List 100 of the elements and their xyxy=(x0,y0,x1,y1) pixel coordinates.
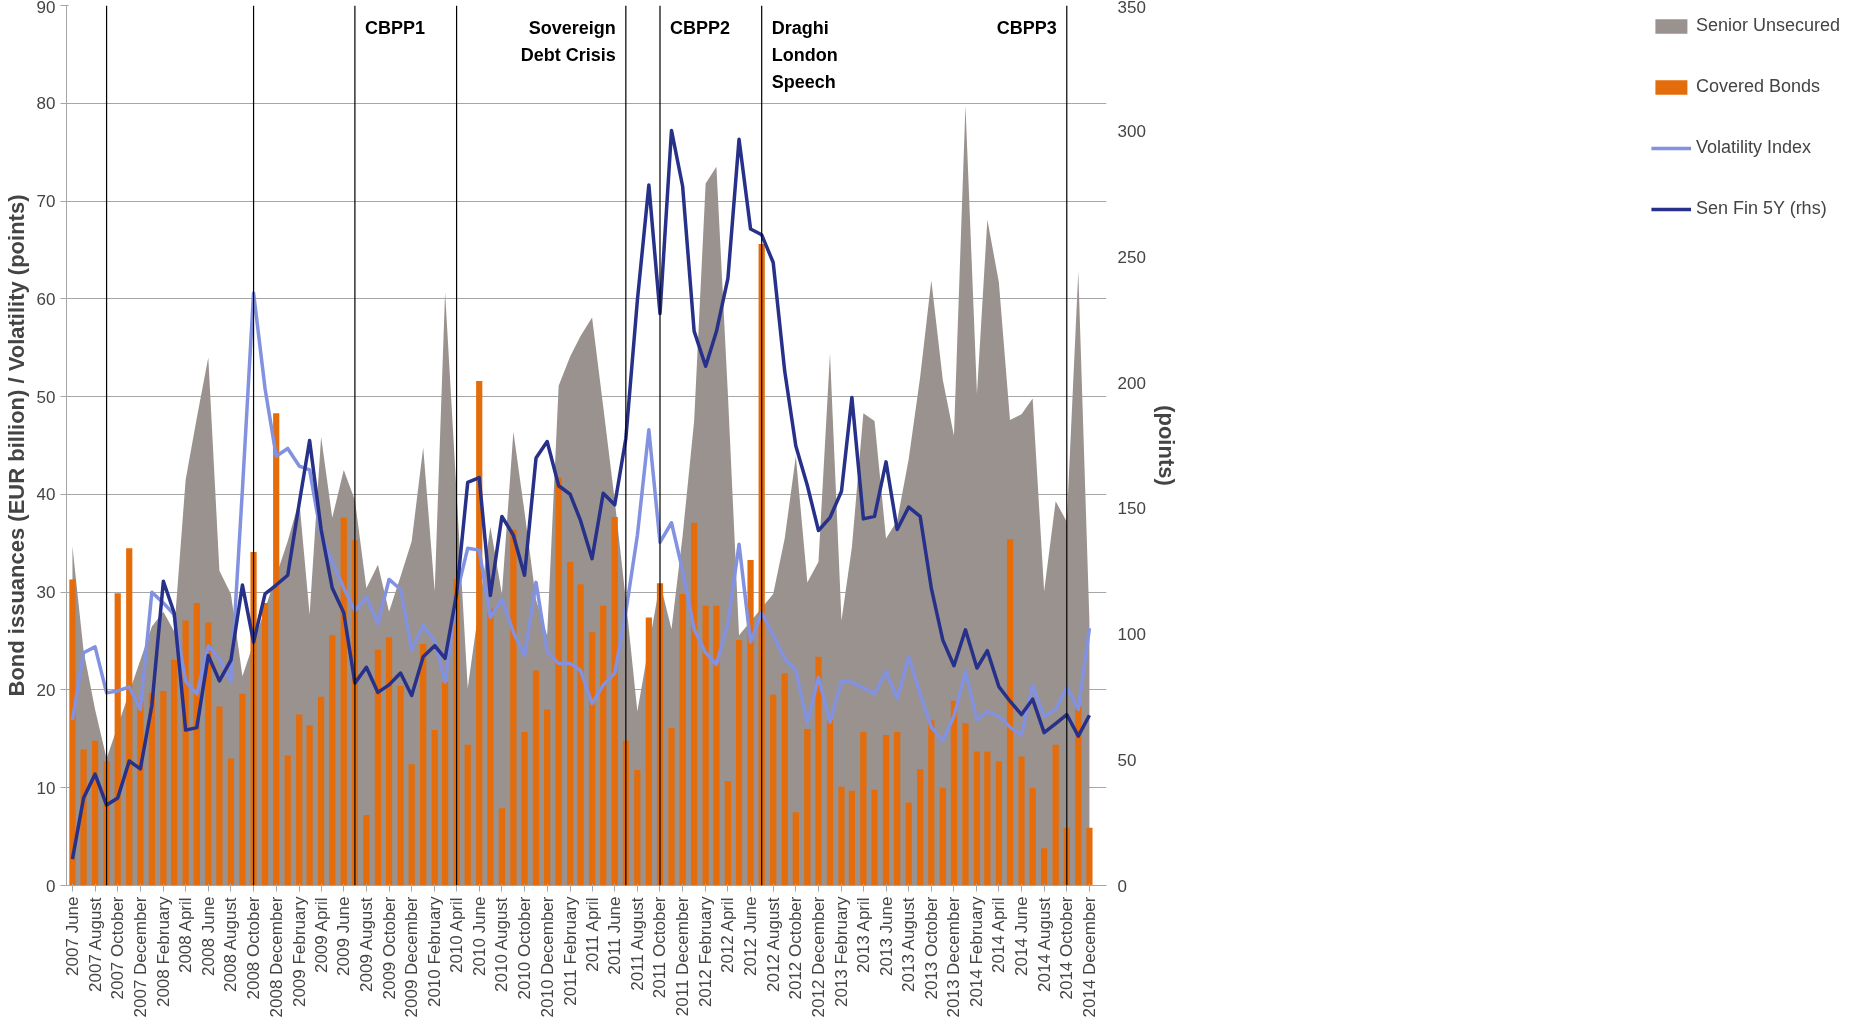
bar xyxy=(329,635,336,886)
bar xyxy=(962,723,969,886)
bar xyxy=(577,584,584,886)
bar xyxy=(532,670,540,886)
bar xyxy=(917,769,924,886)
bar xyxy=(340,517,347,886)
y-tick-label: 20 xyxy=(36,680,56,700)
x-tick-label: 2010 December xyxy=(537,896,557,1018)
bar xyxy=(239,693,246,886)
bar xyxy=(464,744,471,886)
y-tick-label: 60 xyxy=(36,289,56,309)
x-tick-label: 2014 February xyxy=(967,896,987,1008)
ref-line-label: CBPP2 xyxy=(669,17,731,38)
y2-tick-label: 100 xyxy=(1117,625,1146,645)
x-tick-label: 2013 December xyxy=(944,896,964,1018)
x-tick-label: 2014 August xyxy=(1034,897,1054,992)
y-tick-label: 90 xyxy=(36,0,56,17)
x-tick-label: 2013 August xyxy=(899,897,919,992)
x-tick-label: 2012 December xyxy=(808,896,828,1018)
bar xyxy=(691,522,698,886)
legend-label: Senior Unsecured xyxy=(1695,15,1840,36)
y-tick-label: 50 xyxy=(36,387,56,407)
x-tick-label: 2007 October xyxy=(108,896,128,1000)
bar xyxy=(781,673,788,886)
bar xyxy=(634,770,641,886)
y-tick-label: 70 xyxy=(36,192,56,212)
bar xyxy=(1006,539,1014,886)
x-tick-label: 2009 February xyxy=(289,896,309,1008)
x-tick-label: 2009 December xyxy=(402,896,422,1018)
bar xyxy=(1086,827,1093,886)
bar xyxy=(1018,756,1025,886)
x-tick-label: 2007 June xyxy=(62,896,82,976)
bar xyxy=(984,751,991,886)
bar xyxy=(441,682,449,886)
y-tick-label: 40 xyxy=(36,485,56,505)
bar xyxy=(1029,787,1036,886)
x-tick-label: 2010 October xyxy=(515,896,535,1000)
x-tick-label: 2007 December xyxy=(130,896,150,1018)
bar xyxy=(1052,744,1059,886)
x-tick-label: 2010 June xyxy=(469,896,489,976)
bar xyxy=(939,787,946,886)
x-tick-label: 2011 December xyxy=(673,896,693,1017)
x-tick-label: 2008 February xyxy=(153,896,173,1008)
ref-line-label: CBPP3 xyxy=(996,17,1057,38)
x-tick-label: 2008 June xyxy=(198,896,218,976)
y-tick-label: 80 xyxy=(36,94,56,114)
y-axis-title: Bond issuances (EUR billion) / Volatility (points) xyxy=(3,194,29,697)
bar xyxy=(860,731,867,886)
line-series xyxy=(70,291,1092,743)
bar xyxy=(160,690,167,886)
y2-tick-label: 0 xyxy=(1117,876,1127,896)
bar xyxy=(487,608,494,886)
bar xyxy=(498,808,505,886)
bar xyxy=(1075,706,1082,886)
bar xyxy=(770,694,777,886)
x-tick-label: 2009 August xyxy=(356,897,376,992)
x-tick-label: 2014 April xyxy=(989,897,1009,974)
x-tick-label: 2010 April xyxy=(447,897,467,974)
bar xyxy=(611,516,618,886)
bar xyxy=(905,802,912,886)
y2-tick-label: 350 xyxy=(1117,0,1146,17)
x-tick-label: 2008 October xyxy=(244,896,264,1000)
x-tick-label: 2012 June xyxy=(741,896,761,976)
bar xyxy=(815,656,822,886)
bar xyxy=(296,714,303,886)
legend-label: Covered Bonds xyxy=(1695,76,1820,97)
y2-axis-title: (points) xyxy=(1153,405,1179,486)
y2-tick-label: 250 xyxy=(1117,247,1146,267)
bar xyxy=(431,730,438,886)
legend-label: Sen Fin 5Y (rhs) xyxy=(1695,198,1827,219)
bar xyxy=(318,696,325,886)
bar xyxy=(747,559,754,886)
bar xyxy=(679,594,686,886)
bar xyxy=(544,709,551,886)
bar xyxy=(126,548,133,886)
bar xyxy=(114,593,121,886)
x-tick-label: 2013 February xyxy=(831,896,851,1008)
bar xyxy=(792,812,799,886)
bar xyxy=(91,740,99,886)
x-tick-label: 2013 October xyxy=(921,896,941,1000)
bar xyxy=(995,761,1002,886)
x-tick-label: 2013 April xyxy=(853,897,873,974)
x-tick-label: 2014 October xyxy=(1057,896,1077,1000)
x-tick-label: 2013 June xyxy=(876,896,896,976)
x-tick-label: 2010 August xyxy=(492,897,512,992)
bar xyxy=(363,815,370,886)
x-tick-label: 2008 August xyxy=(221,897,241,992)
x-tick-label: 2012 October xyxy=(786,896,806,1000)
x-tick-label: 2010 February xyxy=(425,896,445,1008)
bar xyxy=(735,640,743,886)
x-tick-label: 2007 August xyxy=(85,897,105,992)
x-tick-label: 2009 June xyxy=(334,896,354,976)
bar xyxy=(804,729,811,886)
bar xyxy=(510,529,517,886)
x-tick-label: 2012 February xyxy=(696,896,716,1008)
ref-line-label: Sovereign Debt Crisis xyxy=(520,17,616,65)
bar xyxy=(420,643,427,886)
bar xyxy=(408,764,415,886)
bar xyxy=(261,602,269,886)
bar xyxy=(69,579,76,886)
